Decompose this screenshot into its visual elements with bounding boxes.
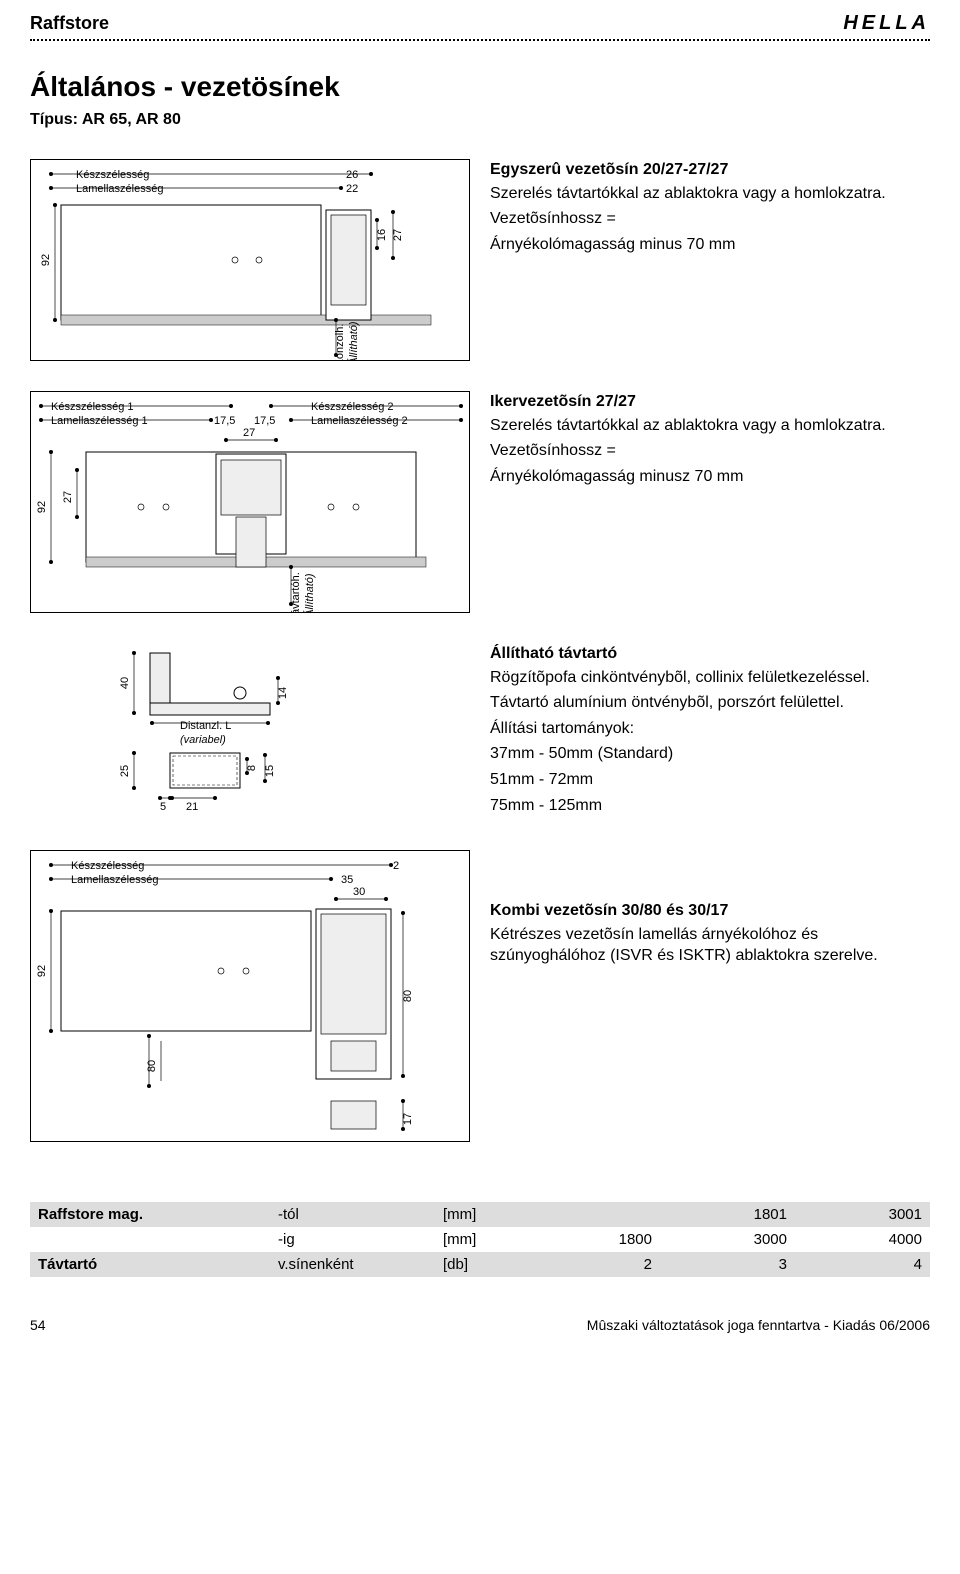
- dim-92: 92: [40, 254, 52, 266]
- dim-17-5b: 17,5: [254, 415, 275, 427]
- text-spacer-r2: 51mm - 72mm: [490, 769, 930, 791]
- header: Raffstore HELLA: [30, 12, 930, 41]
- cell-c2: 3000: [660, 1227, 795, 1252]
- dim-25: 25: [119, 765, 131, 777]
- spacer-count-table: Raffstore mag. -tól [mm] 1801 3001 -ig […: [30, 1202, 930, 1277]
- cell-c1: 2: [525, 1252, 660, 1277]
- dim-30: 30: [353, 886, 365, 898]
- footer-note: Mûszaki változtatások joga fenntartva - …: [587, 1317, 930, 1333]
- label-allithato-1: (Állítható): [347, 321, 360, 360]
- diagram-simple-rail: Készszélesség Lamellaszélesség 26 22 92: [30, 159, 470, 361]
- label-kesz2: Készszélesség 2: [311, 401, 394, 413]
- cell-label1: [30, 1227, 270, 1252]
- cell-label1: Raffstore mag.: [30, 1202, 270, 1227]
- dim-17-5a: 17,5: [214, 415, 235, 427]
- dim-14: 14: [277, 687, 289, 699]
- dim-26: 26: [346, 169, 358, 181]
- block-combi-rail: Készszélesség Lamellaszélesség 2 35 30 9…: [30, 850, 930, 1142]
- label-kesz: Készszélesség: [76, 169, 149, 181]
- heading-twin-rail: Ikervezetõsín 27/27: [490, 391, 930, 413]
- dim-27a: 27: [243, 427, 255, 439]
- cell-unit: [mm]: [435, 1227, 525, 1252]
- text-spacer-p2: Távtartó alumínium öntvénybõl, porszórt …: [490, 692, 930, 714]
- block-simple-rail: Készszélesség Lamellaszélesség 26 22 92: [30, 159, 930, 361]
- dim-92-b4: 92: [36, 965, 48, 977]
- label-allithato-2: (Állítható): [303, 573, 316, 612]
- cell-label2: -ig: [270, 1227, 435, 1252]
- heading-combi-rail: Kombi vezetõsín 30/80 és 30/17: [490, 900, 930, 922]
- heading-simple-rail: Egyszerû vezetõsín 20/27-27/27: [490, 159, 930, 181]
- cell-c3: 4: [795, 1252, 930, 1277]
- dim-8: 8: [246, 765, 258, 771]
- label-kesz-b4: Készszélesség: [71, 860, 144, 872]
- cell-c3: 3001: [795, 1202, 930, 1227]
- cell-unit: [db]: [435, 1252, 525, 1277]
- dim-21: 21: [186, 801, 198, 813]
- cell-label2: -tól: [270, 1202, 435, 1227]
- text-simple-p1: Szerelés távtartókkal az ablaktokra vagy…: [490, 183, 930, 205]
- cell-c2: 1801: [660, 1202, 795, 1227]
- text-spacer-r1: 37mm - 50mm (Standard): [490, 743, 930, 765]
- dim-27: 27: [392, 229, 404, 241]
- brand-logo: HELLA: [843, 12, 930, 35]
- label-lamella1: Lamellaszélesség 1: [51, 415, 148, 427]
- page-subtitle: Típus: AR 65, AR 80: [30, 111, 930, 129]
- footer: 54 Mûszaki változtatások joga fenntartva…: [30, 1317, 930, 1333]
- diagram-twin-rail: Készszélesség 1 Lamellaszélesség 1 Készs…: [30, 391, 470, 613]
- dim-22: 22: [346, 183, 358, 195]
- text-combi-p1: Kétrészes vezetõsín lamellás árnyékolóho…: [490, 924, 930, 967]
- label-lamella: Lamellaszélesség: [76, 183, 163, 195]
- table-row: Raffstore mag. -tól [mm] 1801 3001: [30, 1202, 930, 1227]
- diagram-adjustable-spacer: 40 14 Distanzl. L (variabel) 25: [30, 643, 470, 813]
- table-row: Távtartó v.sínenként [db] 2 3 4: [30, 1252, 930, 1277]
- cell-unit: [mm]: [435, 1202, 525, 1227]
- label-lamella2: Lamellaszélesség 2: [311, 415, 408, 427]
- dim-27b: 27: [62, 491, 74, 503]
- cell-c1: 1800: [525, 1227, 660, 1252]
- dim-40: 40: [119, 677, 131, 689]
- text-twin-p2b: Árnyékolómagasság minusz 70 mm: [490, 466, 930, 488]
- label-lamella-b4: Lamellaszélesség: [71, 874, 158, 886]
- dim-80a: 80: [146, 1060, 158, 1072]
- cell-label1: Távtartó: [30, 1252, 270, 1277]
- text-spacer-r3: 75mm - 125mm: [490, 795, 930, 817]
- section-title: Raffstore: [30, 13, 109, 34]
- table-row: -ig [mm] 1800 3000 4000: [30, 1227, 930, 1252]
- page-title: Általános - vezetösínek: [30, 71, 930, 103]
- dim-17: 17: [402, 1113, 414, 1125]
- dim-35: 35: [341, 874, 353, 886]
- cell-c3: 4000: [795, 1227, 930, 1252]
- text-spacer-p1: Rögzítõpofa cinköntvénybõl, collinix fel…: [490, 667, 930, 689]
- diagram-combi-rail: Készszélesség Lamellaszélesség 2 35 30 9…: [30, 850, 470, 1142]
- text-simple-p2a: Vezetõsínhossz =: [490, 208, 930, 230]
- cell-c1: [525, 1202, 660, 1227]
- dim-2: 2: [393, 860, 399, 872]
- dim-80b: 80: [402, 990, 414, 1002]
- text-simple-p2b: Árnyékolómagasság minus 70 mm: [490, 234, 930, 256]
- text-twin-p2a: Vezetõsínhossz =: [490, 440, 930, 462]
- text-twin-p1: Szerelés távtartókkal az ablaktokra vagy…: [490, 415, 930, 437]
- label-tavtartoh: Távtartóh.: [290, 572, 302, 612]
- label-variabel: (variabel): [180, 734, 226, 746]
- cell-c2: 3: [660, 1252, 795, 1277]
- dim-92-b2: 92: [36, 501, 48, 513]
- page-number: 54: [30, 1317, 46, 1333]
- text-spacer-p3: Állítási tartományok:: [490, 718, 930, 740]
- cell-label2: v.sínenként: [270, 1252, 435, 1277]
- dim-15: 15: [264, 765, 276, 777]
- block-adjustable-spacer: 40 14 Distanzl. L (variabel) 25: [30, 643, 930, 820]
- dim-5: 5: [160, 801, 166, 813]
- label-distanzl: Distanzl. L: [180, 720, 231, 732]
- heading-spacer: Állítható távtartó: [490, 643, 930, 665]
- block-twin-rail: Készszélesség 1 Lamellaszélesség 1 Készs…: [30, 391, 930, 613]
- dim-16: 16: [376, 229, 388, 241]
- label-kesz1: Készszélesség 1: [51, 401, 134, 413]
